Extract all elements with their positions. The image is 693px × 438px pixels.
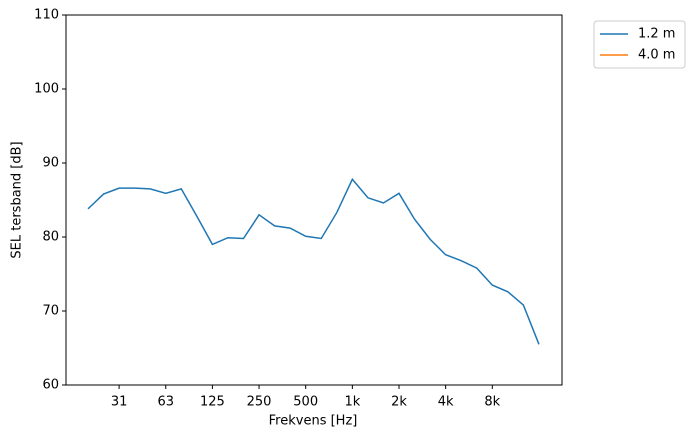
y-axis-label: SEL tersband [dB] [10, 141, 25, 258]
y-tick-label: 60 [42, 378, 59, 393]
legend-label: 1.2 m [638, 27, 675, 42]
y-tick-label: 70 [42, 304, 59, 319]
y-tick-label: 110 [34, 8, 59, 23]
x-tick-label: 31 [111, 395, 128, 410]
x-tick-label: 63 [157, 395, 174, 410]
legend-label: 4.0 m [638, 48, 675, 63]
legend-box [593, 20, 686, 69]
x-tick-label: 125 [200, 395, 225, 410]
x-tick-label: 1k [344, 395, 360, 410]
x-axis-label: Frekvens [Hz] [269, 414, 358, 429]
x-tick-label: 4k [438, 395, 454, 410]
x-tick-label: 8k [484, 395, 500, 410]
line-series [87, 177, 540, 345]
y-tick-label: 90 [42, 156, 59, 171]
x-tick-label: 2k [391, 395, 407, 410]
y-tick-label: 80 [42, 230, 59, 245]
plot-frame [65, 14, 563, 386]
y-tick-label: 100 [34, 82, 59, 97]
x-tick-label: 500 [293, 395, 318, 410]
x-tick-label: 250 [247, 395, 272, 410]
